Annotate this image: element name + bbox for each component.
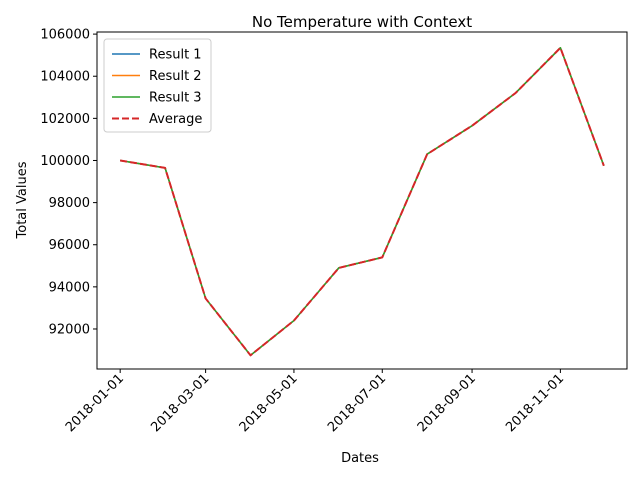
x-axis-label: Dates (341, 451, 379, 466)
y-tick-label: 104000 (40, 70, 90, 85)
y-tick-label: 94000 (49, 280, 90, 295)
y-tick-label: 96000 (49, 238, 90, 253)
y-tick-label: 106000 (40, 28, 90, 43)
series-line-4 (120, 46, 605, 357)
chart-title: No Temperature with Context (252, 13, 472, 31)
legend: Result 1 Result 2 Result 3 Average (103, 38, 212, 133)
y-axis-label: Total Values (15, 161, 30, 239)
y-tick-label: 102000 (40, 112, 90, 127)
legend-label-1: Result 1 (149, 48, 202, 63)
y-axis-ticks: 92000 94000 96000 98000 100000 102000 104000 10… (40, 28, 97, 337)
legend-label-3: Result 3 (149, 91, 202, 106)
y-tick-label: 100000 (40, 154, 90, 169)
legend-box (103, 38, 212, 133)
legend-label-2: Result 2 (149, 69, 202, 84)
plot-lines (120, 46, 605, 357)
legend-label-4: Average (149, 112, 202, 127)
y-tick-label: 92000 (49, 322, 90, 337)
plot-area-frame (96, 31, 628, 370)
y-tick-label: 98000 (49, 196, 90, 211)
